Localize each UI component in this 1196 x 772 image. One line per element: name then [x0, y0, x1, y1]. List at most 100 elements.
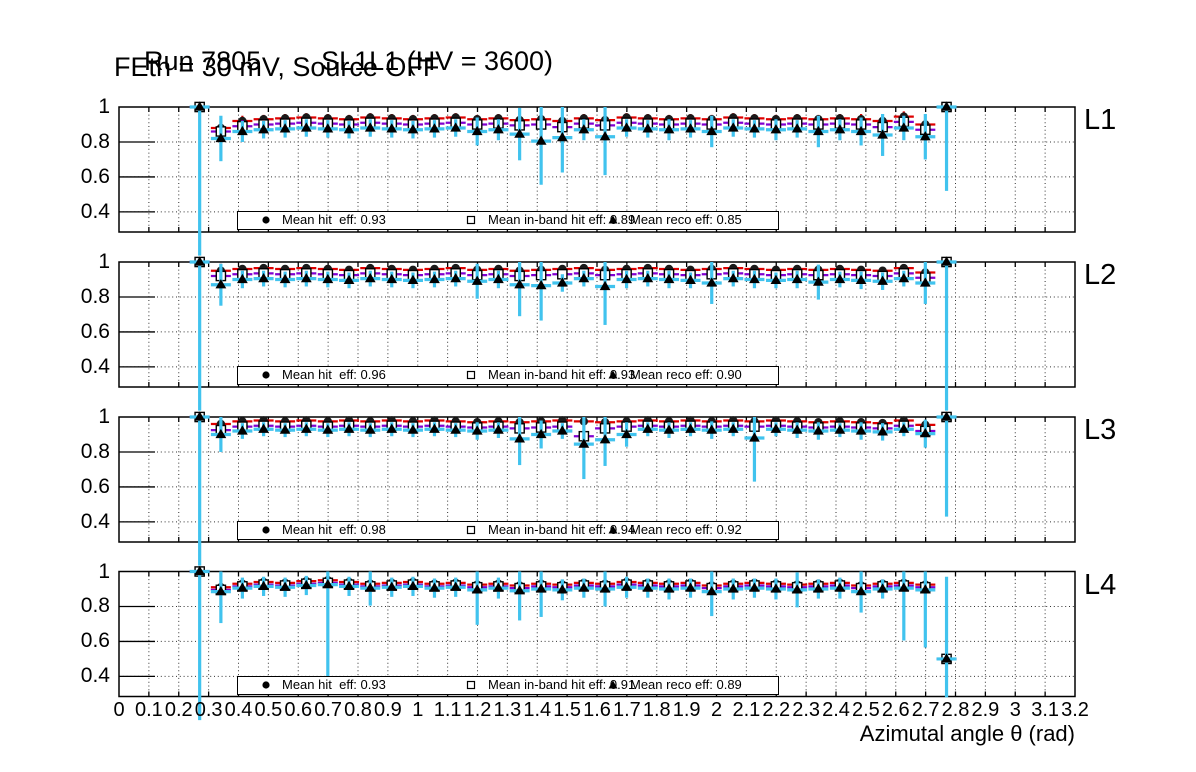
- triangle-marker: [685, 123, 696, 133]
- triangle-marker: [770, 423, 782, 433]
- page-title: Run 7805 SL1L1 (HV = 3600): [114, 15, 553, 108]
- triangle-marker: [429, 123, 440, 133]
- triangle-marker: [663, 424, 675, 434]
- x-tick-label: 1.9: [672, 699, 701, 721]
- triangle-marker: [578, 124, 590, 134]
- triangle-marker: [493, 582, 504, 592]
- triangle-marker: [322, 424, 334, 434]
- triangle-marker: [322, 579, 334, 589]
- triangle-marker: [877, 275, 889, 285]
- legend-entry-text: Mean reco eff: 0.90: [630, 367, 742, 382]
- y-tick-label: 0.6: [80, 319, 110, 343]
- triangle-marker: [941, 101, 952, 111]
- title-chamber: SL1L1 (HV = 3600): [321, 46, 554, 76]
- x-tick-label: 1.7: [612, 699, 641, 721]
- y-tick-label: 0.4: [80, 664, 110, 688]
- x-tick-label: 1.1: [433, 699, 462, 721]
- legend-entry-text: Mean hit eff: 0.96: [282, 367, 386, 382]
- x-tick-label: 2.1: [732, 699, 761, 721]
- triangle-marker: [215, 279, 227, 289]
- triangle-marker: [727, 423, 739, 433]
- triangle-marker: [556, 584, 568, 594]
- triangle-marker: [236, 582, 248, 592]
- triangle-marker: [407, 124, 419, 134]
- x-tick-label: 2.4: [822, 699, 850, 721]
- panel-label: L1: [1084, 104, 1117, 136]
- x-tick-label: 0.6: [284, 699, 313, 721]
- x-tick-label: 2.5: [851, 699, 880, 721]
- triangle-marker: [535, 428, 547, 439]
- y-tick-label: 0.6: [80, 164, 110, 188]
- legend-entry-text: Mean in-band hit eff: 0.91: [488, 676, 636, 692]
- triangle-marker: [791, 123, 803, 133]
- x-tick-label: 3.2: [1061, 699, 1089, 721]
- triangle-marker: [727, 122, 739, 132]
- triangle-marker: [514, 279, 526, 289]
- triangle-marker: [855, 125, 867, 136]
- triangle-marker: [727, 273, 739, 283]
- triangle-marker: [279, 424, 291, 434]
- triangle-marker: [194, 565, 206, 576]
- triangle-marker: [663, 583, 675, 593]
- triangle-marker: [919, 277, 931, 287]
- triangle-marker: [791, 424, 803, 434]
- triangle-marker: [471, 275, 483, 285]
- triangle-marker: [663, 273, 675, 284]
- triangle-marker: [535, 135, 547, 145]
- triangle-marker: [642, 123, 654, 133]
- x-tick-label: 2.8: [941, 699, 970, 721]
- triangle-marker: [812, 125, 824, 136]
- triangle-marker: [749, 432, 760, 442]
- x-tick-label: 2.7: [911, 699, 940, 721]
- triangle-marker: [812, 583, 824, 593]
- triangle-marker: [386, 423, 398, 433]
- triangle-marker: [215, 132, 227, 143]
- triangle-marker: [386, 581, 398, 591]
- triangle-marker: [471, 584, 483, 594]
- triangle-marker: [834, 424, 846, 434]
- x-tick-label: 2.9: [971, 699, 1000, 721]
- x-tick-label: 1.8: [642, 699, 671, 721]
- legend-entry-text: Mean reco eff: 0.85: [630, 212, 742, 227]
- triangle-marker: [450, 122, 462, 132]
- legend-entry-text: Mean hit eff: 0.98: [282, 522, 386, 537]
- panel-label: L3: [1084, 414, 1117, 446]
- x-tick-label: 0.9: [373, 699, 402, 721]
- y-tick-label: 0.4: [80, 509, 110, 533]
- legend-marker-triangle-icon: [608, 215, 618, 224]
- triangle-marker: [429, 273, 440, 284]
- y-tick-label: 1: [98, 250, 110, 273]
- triangle-marker: [556, 425, 568, 435]
- triangle-marker: [450, 581, 462, 591]
- x-tick-label: 3: [1009, 699, 1021, 721]
- triangle-marker: [343, 274, 355, 284]
- triangle-marker: [855, 586, 867, 596]
- triangle-marker: [429, 582, 440, 592]
- panel-label: L4: [1084, 568, 1117, 601]
- triangle-marker: [919, 428, 931, 438]
- triangle-marker: [450, 273, 462, 283]
- x-tick-label: 2.3: [792, 699, 821, 721]
- triangle-marker: [514, 585, 526, 595]
- x-tick-label: 0.3: [194, 699, 223, 721]
- triangle-marker: [621, 273, 632, 284]
- triangle-marker: [258, 423, 269, 433]
- triangle-marker: [364, 424, 376, 434]
- title-subtitle: FEth = 30 mV, Source OFF: [114, 52, 440, 82]
- triangle-marker: [236, 273, 248, 284]
- triangle-marker: [300, 122, 312, 132]
- legend-box: Mean hit eff: 0.96 Mean in-band hit eff: …: [237, 366, 779, 385]
- x-tick-label: 0: [113, 699, 125, 721]
- x-tick-label: 1.6: [583, 699, 611, 721]
- triangle-marker: [343, 423, 355, 433]
- triangle-marker: [279, 581, 291, 591]
- triangle-marker: [514, 433, 526, 443]
- triangle-marker: [578, 582, 590, 592]
- x-tick-label: 0.7: [314, 699, 343, 721]
- panel-frame: [118, 570, 1076, 698]
- y-tick-label: 1: [98, 95, 110, 118]
- legend-marker-circle-icon: [262, 526, 270, 534]
- triangle-marker: [749, 123, 760, 133]
- triangle-marker: [706, 277, 718, 287]
